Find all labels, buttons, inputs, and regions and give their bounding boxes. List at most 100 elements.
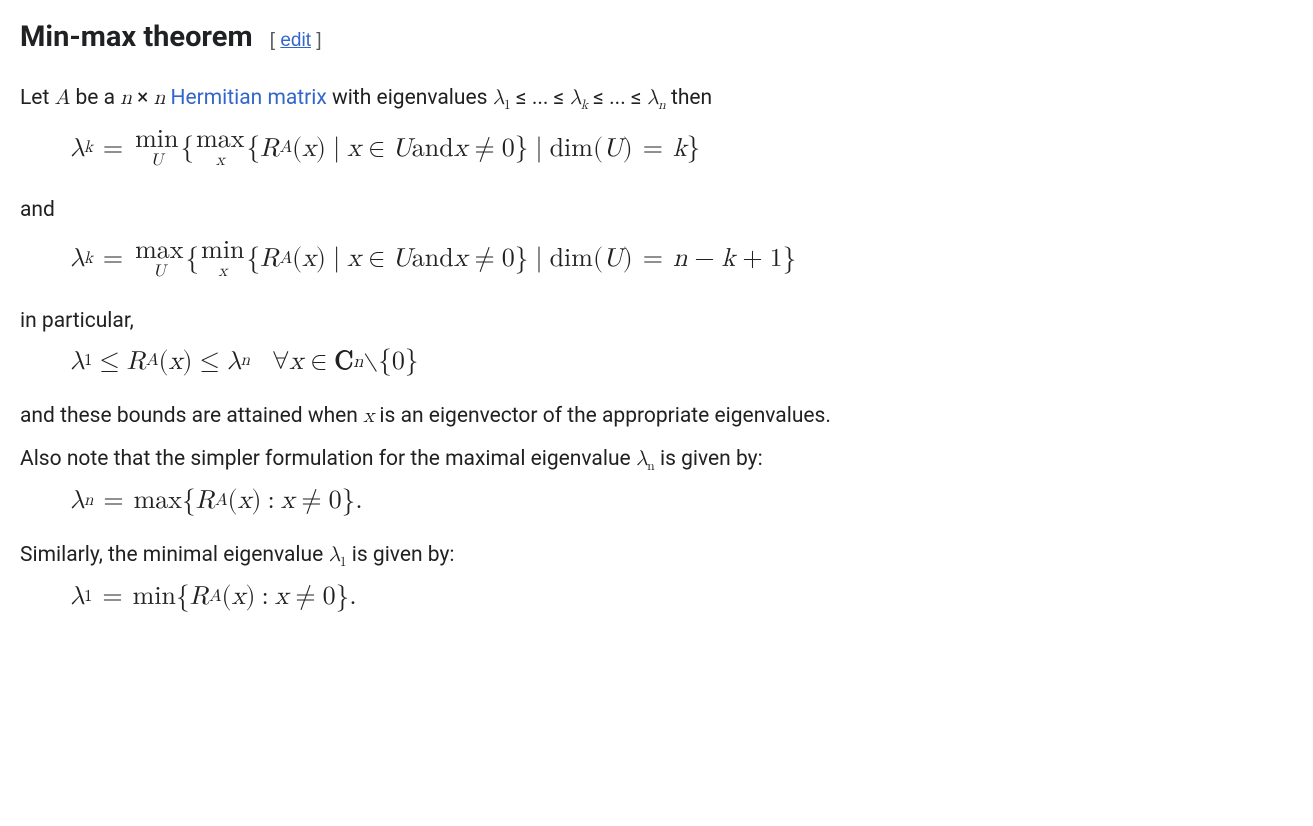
forall: ∀: [272, 349, 289, 375]
eq: =: [103, 136, 123, 162]
sub1: 1: [84, 353, 92, 370]
period: .: [349, 584, 356, 610]
text: ≤: [631, 86, 647, 110]
zero: 0: [502, 246, 515, 272]
text: ...: [609, 86, 631, 110]
setminus: ∖: [363, 349, 378, 375]
text: Similarly, the minimal eigenvalue: [20, 543, 328, 567]
colon: :: [267, 488, 274, 514]
neq: ≠: [301, 488, 321, 514]
text: and these bounds are attained when: [20, 404, 363, 428]
math-n2: n: [154, 88, 166, 109]
subn: n: [241, 353, 250, 370]
x: x: [454, 246, 468, 272]
x: x: [302, 136, 316, 162]
lambda-n: λn: [636, 449, 655, 470]
neq: ≠: [474, 136, 494, 162]
lambda-1: λ1: [328, 545, 346, 566]
min-over-x: min x: [201, 238, 244, 281]
eq: =: [103, 488, 123, 514]
section-heading: Min-max theorem [ edit ]: [20, 14, 1293, 64]
op: max: [196, 127, 244, 154]
also-note-paragraph: Also note that the simpler formulation f…: [20, 443, 1293, 478]
and: and: [412, 246, 454, 272]
sub: U: [153, 263, 166, 281]
text: is given by:: [347, 543, 455, 567]
text: ≤: [588, 86, 609, 110]
sub-k: k: [84, 251, 93, 268]
neq: ≠: [474, 246, 494, 272]
R: R: [260, 136, 279, 162]
colon: :: [261, 584, 268, 610]
subn: n: [84, 493, 93, 510]
sub: n: [647, 459, 655, 473]
lam: λ: [647, 88, 658, 109]
eq: =: [103, 246, 123, 272]
period: .: [355, 488, 362, 514]
x: x: [363, 406, 374, 427]
edit-link[interactable]: edit: [280, 30, 311, 51]
neq: ≠: [295, 584, 315, 610]
eq: =: [102, 584, 122, 610]
lam: λ: [636, 449, 647, 470]
x: x: [347, 136, 361, 162]
formula-lambda-1: λ1 = min{RA(x) : x ≠ 0}.: [70, 584, 1293, 611]
x: x: [169, 349, 183, 375]
math-n: n: [120, 88, 132, 109]
le: ≤: [99, 349, 119, 375]
lam: λ: [70, 349, 84, 375]
lam: λ: [227, 349, 241, 375]
lam: λ: [70, 584, 84, 610]
dim: dim: [550, 246, 593, 272]
in: ∈: [368, 136, 385, 162]
lambdan: λn: [647, 88, 666, 109]
rhs: n−k+1: [673, 246, 783, 272]
lam: λ: [70, 246, 84, 272]
in-particular-text: in particular,: [20, 305, 1293, 339]
lam: λ: [70, 488, 84, 514]
x: x: [232, 584, 246, 610]
op: min: [135, 127, 178, 154]
zero: 0: [502, 136, 515, 162]
U: U: [392, 246, 412, 272]
text: ×: [132, 86, 154, 110]
in: ∈: [368, 246, 385, 272]
subA: A: [146, 353, 159, 370]
x: x: [238, 488, 252, 514]
text: is given by:: [655, 447, 763, 471]
subA: A: [209, 589, 222, 606]
sub: U: [150, 152, 163, 170]
text: Also note that the simpler formulation f…: [20, 447, 636, 471]
lam: λ: [570, 88, 581, 109]
hermitian-matrix-link[interactable]: Hermitian matrix: [171, 86, 327, 110]
eq: =: [643, 246, 663, 272]
op: max: [135, 238, 183, 265]
sub: x: [216, 152, 225, 170]
sub: x: [218, 263, 227, 281]
R: R: [260, 246, 279, 272]
zero: 0: [323, 584, 336, 610]
formula-lambda-n: λn = max{RA(x) : x ≠ 0}.: [70, 488, 1293, 515]
text: then: [666, 86, 712, 110]
R: R: [190, 584, 209, 610]
formula-max-min: λk = max U { min x { RA(x) | x ∈ U and x…: [70, 238, 1293, 281]
subA: A: [215, 493, 228, 510]
text: be a: [70, 86, 120, 110]
x: x: [289, 349, 303, 375]
max-over-U: max U: [135, 238, 183, 281]
heading-text: Min-max theorem: [20, 20, 253, 54]
lambdak: λk: [570, 88, 588, 109]
text: Let: [20, 86, 55, 110]
formula-bounds: λ1 ≤ RA(x) ≤ λn ∀x ∈ Cn∖{0}: [70, 348, 1293, 375]
C: C: [334, 349, 353, 375]
R: R: [127, 349, 146, 375]
le: ≤: [199, 349, 219, 375]
min: min: [133, 584, 176, 610]
U: U: [392, 136, 412, 162]
and-text: and: [20, 194, 1293, 228]
sub1: 1: [84, 589, 92, 606]
sub-k: k: [84, 140, 93, 157]
max: max: [134, 488, 182, 514]
intro-paragraph: Let A be a n × n Hermitian matrix with e…: [20, 82, 1293, 117]
max-over-x: max x: [196, 127, 244, 170]
